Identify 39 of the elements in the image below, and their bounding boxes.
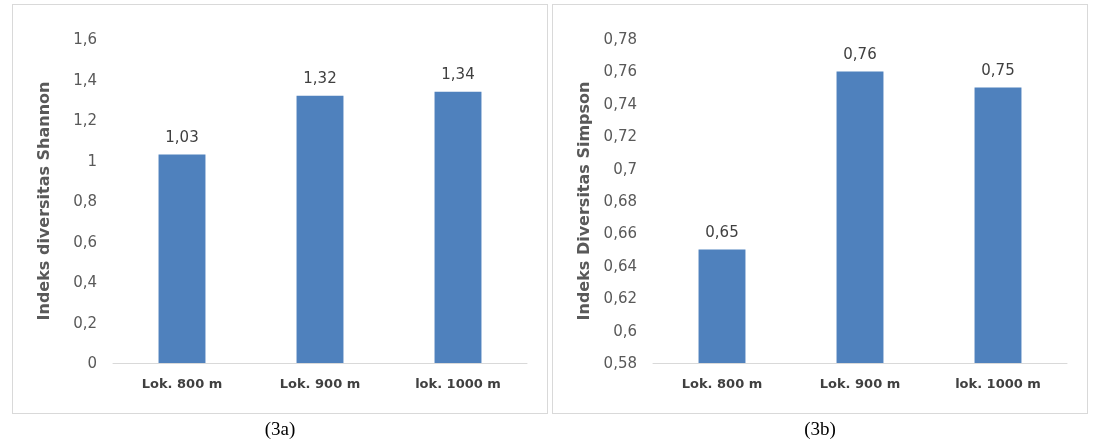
data-label: 0,75 — [981, 61, 1015, 80]
y-tick-label: 0,76 — [603, 62, 637, 81]
y-axis-title: Indeks Diversitas Simpson — [573, 81, 593, 321]
y-tick-label: 0,64 — [603, 256, 637, 275]
y-tick-label: 1,6 — [73, 30, 97, 48]
data-label: 1,34 — [441, 65, 475, 84]
y-tick-label: 1,4 — [73, 70, 97, 89]
y-tick-label: 0,74 — [603, 94, 637, 113]
y-tick-label: 0,58 — [603, 354, 637, 372]
data-label: 1,32 — [303, 69, 337, 88]
data-label: 0,76 — [843, 44, 877, 63]
x-tick-label: lok. 1000 m — [415, 376, 501, 391]
y-axis-title: Indeks diversitas Shannon — [33, 81, 53, 321]
x-tick-label: lok. 1000 m — [955, 376, 1041, 391]
y-tick-label: 0,8 — [73, 192, 97, 210]
y-tick-label: 0,2 — [73, 313, 97, 332]
y-tick-label: 0,7 — [613, 159, 637, 178]
text: (3b) — [803, 418, 837, 440]
y-tick-label: 0,78 — [603, 30, 637, 48]
y-tick-label: 0,6 — [73, 232, 97, 251]
y-tick-label: 1 — [87, 151, 97, 170]
x-tick-label: Lok. 900 m — [279, 376, 361, 391]
bar — [434, 91, 482, 363]
y-tick-label: 0,72 — [603, 127, 637, 146]
y-tick-label: 0,4 — [73, 273, 97, 291]
text: (3a) — [263, 418, 297, 440]
y-tick-label: 0,6 — [613, 321, 637, 340]
y-tick-label: 0,62 — [603, 289, 637, 308]
x-tick-label: Lok. 900 m — [819, 376, 901, 391]
y-tick-label: 0,68 — [603, 192, 637, 210]
x-tick-label: Lok. 800 m — [681, 376, 763, 391]
data-label: 1,03 — [165, 127, 199, 146]
y-tick-label: 0 — [87, 354, 97, 372]
data-label: 0,65 — [705, 223, 739, 242]
y-tick-label: 1,2 — [73, 111, 97, 129]
bar — [158, 154, 206, 363]
x-tick-label: Lok. 800 m — [141, 376, 223, 391]
y-tick-label: 0,66 — [603, 224, 637, 243]
bar — [296, 95, 344, 363]
